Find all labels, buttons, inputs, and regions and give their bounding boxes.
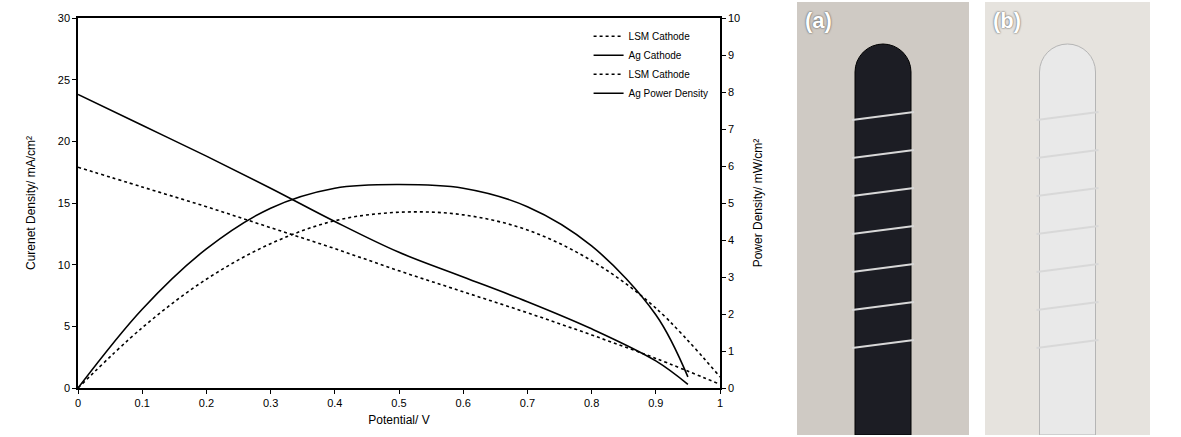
svg-text:0.9: 0.9: [648, 397, 663, 409]
svg-text:4: 4: [728, 234, 734, 246]
svg-text:Power Density/ mW/cm²: Power Density/ mW/cm²: [751, 139, 765, 268]
html-text:(b): (b): [993, 8, 1022, 33]
svg-text:8: 8: [728, 86, 734, 98]
svg-text:0.8: 0.8: [584, 397, 599, 409]
svg-text:6: 6: [728, 160, 734, 172]
svg-text:0.1: 0.1: [135, 397, 150, 409]
svg-text:10: 10: [58, 259, 70, 271]
svg-text:LSM Cathode: LSM Cathode: [629, 69, 691, 80]
svg-text:9: 9: [728, 49, 734, 61]
svg-text:2: 2: [728, 308, 734, 320]
svg-text:10: 10: [728, 12, 740, 24]
html-text:(a): (a): [805, 8, 832, 33]
svg-text:25: 25: [58, 74, 70, 86]
svg-text:30: 30: [58, 12, 70, 24]
svg-text:5: 5: [728, 197, 734, 209]
svg-text:5: 5: [64, 320, 70, 332]
svg-text:20: 20: [58, 135, 70, 147]
svg-text:0.2: 0.2: [199, 397, 214, 409]
svg-text:Curenet Density/ mA/cm²: Curenet Density/ mA/cm²: [24, 136, 38, 270]
svg-text:1: 1: [728, 345, 734, 357]
svg-text:Ag Cathode: Ag Cathode: [629, 50, 682, 61]
svg-text:0.5: 0.5: [391, 397, 406, 409]
svg-text:15: 15: [58, 197, 70, 209]
svg-text:0.4: 0.4: [327, 397, 342, 409]
svg-text:3: 3: [728, 271, 734, 283]
svg-text:0: 0: [64, 382, 70, 394]
svg-text:0.7: 0.7: [520, 397, 535, 409]
svg-text:Ag Power Density: Ag Power Density: [629, 88, 708, 99]
svg-text:LSM Cathode: LSM Cathode: [629, 31, 691, 42]
svg-text:0: 0: [728, 382, 734, 394]
svg-text:Potential/ V: Potential/ V: [368, 413, 429, 427]
svg-text:7: 7: [728, 123, 734, 135]
svg-text:0: 0: [75, 397, 81, 409]
svg-text:0.3: 0.3: [263, 397, 278, 409]
svg-text:0.6: 0.6: [456, 397, 471, 409]
svg-text:1: 1: [717, 397, 723, 409]
